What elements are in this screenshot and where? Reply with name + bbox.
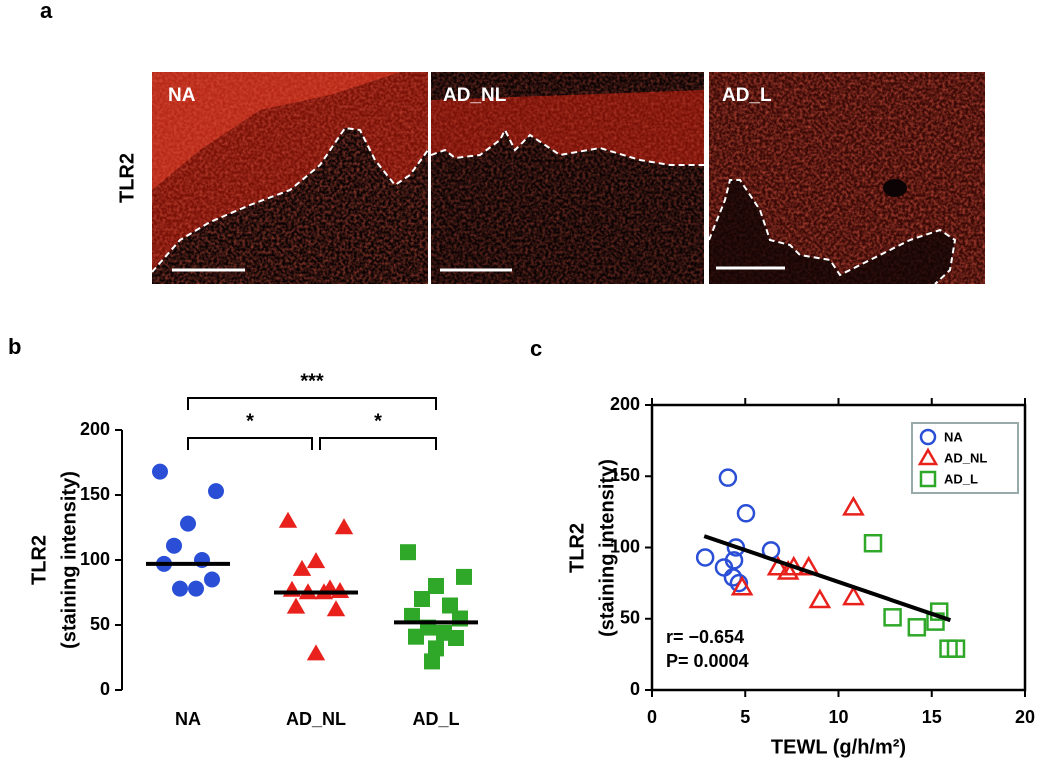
point [400, 544, 416, 561]
point [863, 533, 883, 553]
point [776, 560, 800, 580]
point [408, 628, 424, 645]
annotation: P= 0.0004 [666, 651, 749, 671]
micrograph [431, 72, 704, 284]
point [428, 578, 444, 594]
y-tick-label: 0 [630, 679, 640, 699]
point [204, 571, 220, 588]
fit-line [703, 534, 952, 623]
y-axis-label: TLR2 [28, 535, 50, 585]
point [152, 463, 168, 480]
x-tick-label: AD_NL [286, 709, 346, 729]
x-tick-label: 15 [922, 707, 942, 727]
micrograph [152, 72, 428, 284]
significance-bracket [319, 437, 437, 450]
legend-label: AD_NL [944, 450, 987, 465]
legend-label: AD_L [944, 471, 978, 486]
point [326, 600, 346, 617]
point [334, 518, 354, 535]
point [306, 552, 326, 569]
point [724, 551, 744, 570]
y-axis-label: (staining intensity) [58, 471, 80, 649]
point [766, 555, 790, 576]
y-axis-label: (staining intensity) [596, 459, 618, 637]
panel-label: c [530, 336, 542, 361]
y-tick-label: 200 [610, 394, 640, 414]
point [424, 653, 440, 670]
significance-label: *** [300, 370, 324, 392]
x-tick-label: 20 [1015, 707, 1035, 727]
image-row-label: TLR2 [116, 153, 138, 203]
point [442, 597, 458, 614]
point [695, 548, 715, 567]
y-tick-label: 100 [80, 549, 110, 569]
point [808, 588, 832, 609]
point [404, 607, 420, 624]
image-label: AD_NL [443, 85, 507, 106]
point [726, 538, 746, 557]
x-tick-label: AD_L [412, 709, 459, 729]
significance-label: * [374, 410, 382, 432]
x-axis-label: TEWL (g/h/m²) [771, 736, 906, 758]
point [883, 608, 902, 627]
legend-box [911, 422, 1019, 494]
y-tick-label: 50 [90, 614, 110, 634]
point [718, 468, 738, 487]
x-tick-label: NA [175, 709, 201, 729]
point [946, 639, 966, 658]
legend-label: NA [944, 429, 963, 444]
annotation: r= −0.654 [666, 627, 744, 647]
legend-marker [919, 428, 937, 446]
significance-bracket [187, 437, 313, 450]
significance-label: * [246, 410, 254, 432]
image-label: NA [168, 85, 196, 106]
point [414, 591, 430, 607]
point [166, 537, 182, 554]
point [286, 597, 306, 614]
significance-bracket [187, 397, 437, 410]
x-tick-label: 10 [828, 707, 848, 727]
x-tick-label: 5 [740, 707, 750, 727]
y-tick-label: 150 [80, 484, 110, 504]
point [907, 618, 927, 637]
y-tick-label: 100 [610, 536, 640, 556]
y-axis-label: TLR2 [566, 523, 588, 573]
point [208, 483, 224, 500]
point [736, 504, 756, 523]
point [278, 511, 298, 528]
image-label: AD_L [722, 85, 772, 106]
point [448, 630, 464, 646]
point [456, 568, 472, 585]
legend-marker [917, 447, 939, 466]
point [797, 555, 821, 576]
point [729, 573, 749, 593]
y-tick-label: 150 [610, 465, 640, 485]
point [172, 580, 188, 597]
point [842, 495, 865, 516]
point [428, 640, 444, 657]
x-tick-label: 0 [647, 707, 657, 727]
point [730, 575, 754, 596]
y-tick-label: 200 [80, 419, 110, 439]
point [306, 644, 326, 661]
y-tick-label: 50 [620, 608, 640, 628]
panel-label: b [8, 334, 21, 359]
point [842, 585, 865, 606]
point [188, 580, 204, 597]
legend-marker [919, 470, 937, 488]
point [292, 559, 312, 576]
point [180, 515, 196, 532]
micrograph [709, 72, 985, 284]
y-tick-label: 0 [100, 679, 110, 699]
panel-label: a [40, 0, 53, 23]
